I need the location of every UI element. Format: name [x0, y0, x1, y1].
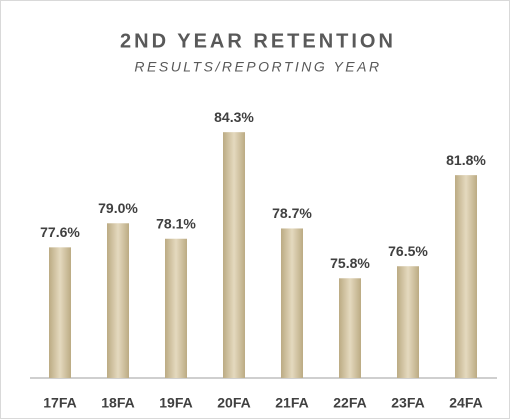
x-tick-label: 19FA — [159, 395, 192, 411]
data-label: 77.6% — [40, 224, 80, 240]
data-label: 78.7% — [272, 205, 312, 221]
bar-shine — [455, 175, 477, 378]
data-label: 75.8% — [330, 255, 370, 271]
x-tick-label: 21FA — [275, 395, 308, 411]
bar-shine — [49, 247, 71, 378]
data-label: 76.5% — [388, 243, 428, 259]
data-label: 84.3% — [214, 109, 254, 125]
x-tick-label: 20FA — [217, 395, 250, 411]
bar-shine — [165, 238, 187, 378]
chart-subtitle: RESULTS/REPORTING YEAR — [134, 59, 381, 75]
bar-shine — [281, 228, 303, 378]
data-label: 79.0% — [98, 200, 138, 216]
bar-shine — [223, 132, 245, 378]
x-tick-label: 18FA — [101, 395, 134, 411]
bar-shine — [339, 278, 361, 378]
x-tick-label: 17FA — [43, 395, 76, 411]
data-label: 81.8% — [446, 152, 486, 168]
data-label: 78.1% — [156, 215, 196, 231]
x-tick-label: 22FA — [333, 395, 366, 411]
x-tick-label: 23FA — [391, 395, 424, 411]
x-tick-label: 24FA — [449, 395, 482, 411]
bar-shine — [107, 223, 129, 378]
chart-title: 2ND YEAR RETENTION — [120, 30, 396, 52]
bar-shine — [397, 266, 419, 378]
